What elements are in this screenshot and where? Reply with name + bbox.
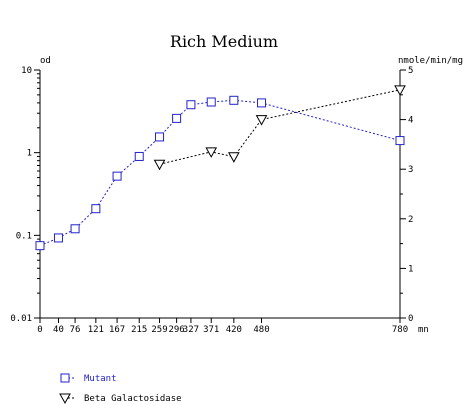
y-right-tick-label: 1 <box>408 264 413 274</box>
y-left-tick-label: 0.1 <box>16 231 32 241</box>
y-right-tick-label: 4 <box>408 116 413 126</box>
legend-label: Beta Galactosidase <box>84 394 182 404</box>
y-right-tick-label: 3 <box>408 165 413 175</box>
data-point <box>134 151 144 161</box>
data-point <box>257 98 267 108</box>
x-tick-label: 296 <box>168 325 184 335</box>
data-point <box>155 132 165 142</box>
y-left-tick-label: 0.01 <box>10 314 32 324</box>
x-tick-label: 215 <box>131 325 147 335</box>
x-tick-label: 480 <box>253 325 269 335</box>
series-line-1 <box>159 89 401 165</box>
legend-marker <box>60 373 70 383</box>
x-tick-label: 420 <box>226 325 242 335</box>
legend-label: Mutant <box>84 374 117 384</box>
data-point <box>186 100 196 110</box>
x-tick-label: 167 <box>109 325 125 335</box>
series-lines <box>39 89 401 247</box>
legend-marker <box>59 393 71 405</box>
y-left-tick-label: 10 <box>21 66 32 76</box>
data-point <box>205 147 218 158</box>
data-point <box>70 224 80 234</box>
data-point <box>153 159 166 171</box>
data-point <box>206 97 216 107</box>
series-markers <box>35 85 406 251</box>
x-tick-label: 0 <box>37 325 42 335</box>
y-right-tick-label: 0 <box>408 314 413 324</box>
data-point <box>395 136 405 146</box>
x-tick-label: 371 <box>203 325 219 335</box>
data-point <box>172 113 182 123</box>
x-tick-label: 76 <box>70 325 81 335</box>
y-left-tick-label: 1 <box>27 149 32 159</box>
chart-title: Rich Medium <box>170 32 278 51</box>
x-unit-label: mn <box>418 325 429 335</box>
x-tick-label: 259 <box>151 325 167 335</box>
y-right-tick-label: 2 <box>408 215 413 225</box>
data-point <box>112 171 122 181</box>
x-tick-label: 40 <box>53 325 64 335</box>
x-tick-label: 780 <box>392 325 408 335</box>
x-tick-label: 327 <box>183 325 199 335</box>
data-point <box>229 95 239 105</box>
y-right-tick-label: 5 <box>408 66 413 76</box>
data-point <box>91 204 101 214</box>
data-point <box>255 115 268 126</box>
data-point <box>394 85 406 96</box>
series-line-0 <box>39 99 401 247</box>
y-right-axis-label: nmole/min/mg <box>398 56 463 66</box>
y-left-axis-label: od <box>40 56 51 66</box>
data-point <box>35 241 45 251</box>
legend: Mutant Beta Galactosidase <box>59 373 182 405</box>
x-tick-label: 121 <box>88 325 104 335</box>
data-point <box>227 152 240 163</box>
data-point <box>53 233 63 243</box>
